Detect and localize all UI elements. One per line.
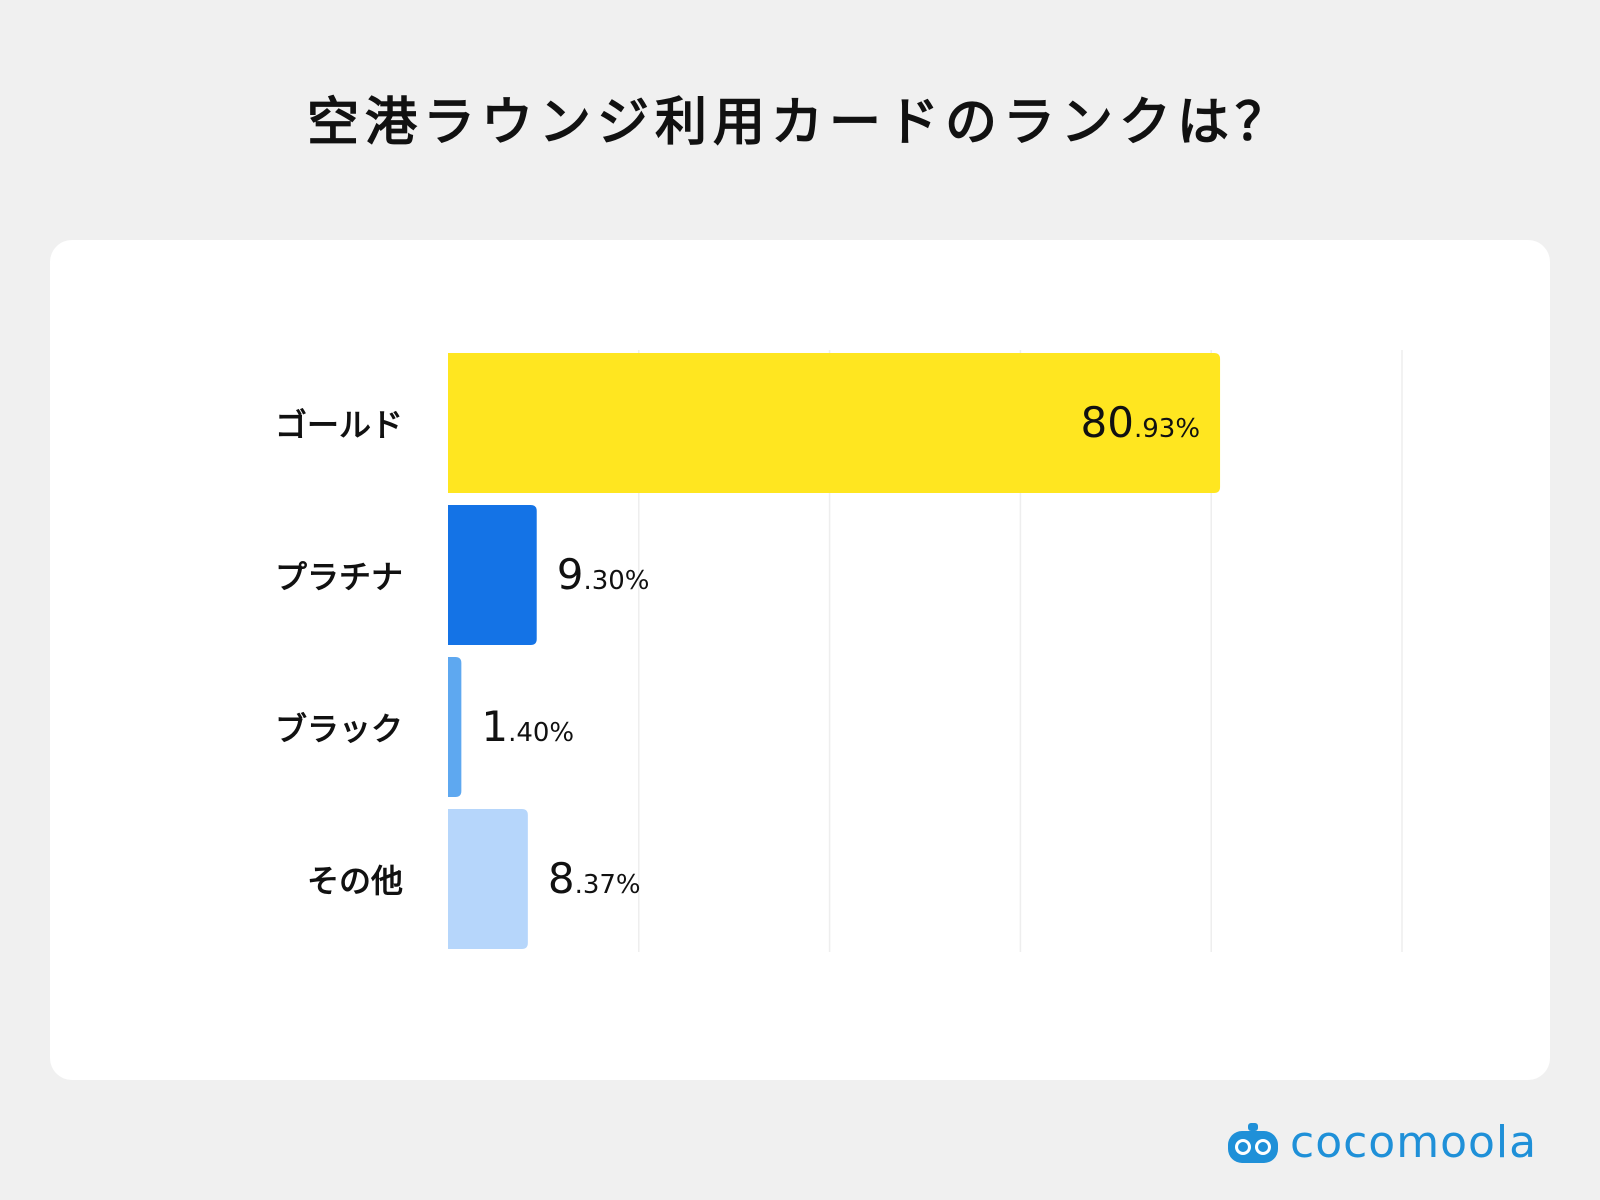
bar-1 xyxy=(448,353,1221,493)
value-label: 8.37% xyxy=(548,854,641,903)
value-labels: 80.93% 9.30% 1.40% 8.37% xyxy=(481,398,1200,903)
brand-name: cocomoola xyxy=(1290,1117,1538,1168)
category-label: ブラック xyxy=(275,710,403,748)
category-label: ゴールド xyxy=(275,406,403,444)
robot-face-icon xyxy=(1228,1123,1278,1163)
value-label: 9.30% xyxy=(557,550,650,599)
bar-2 xyxy=(448,505,537,645)
value-label: 80.93% xyxy=(1081,398,1201,447)
brand-logo: cocomoola xyxy=(1226,1115,1556,1171)
bar-3 xyxy=(448,657,462,797)
category-label: その他 xyxy=(307,862,403,900)
chart-card: ゴールドプラチナブラックその他 80.93% 9.30% 1.40% 8.37% xyxy=(50,240,1550,1080)
category-label: プラチナ xyxy=(275,558,403,596)
bar-4 xyxy=(448,809,528,949)
bars xyxy=(448,353,1221,949)
chart-title: 空港ラウンジ利用カードのランクは？ xyxy=(306,93,1293,153)
value-label: 1.40% xyxy=(481,702,574,751)
